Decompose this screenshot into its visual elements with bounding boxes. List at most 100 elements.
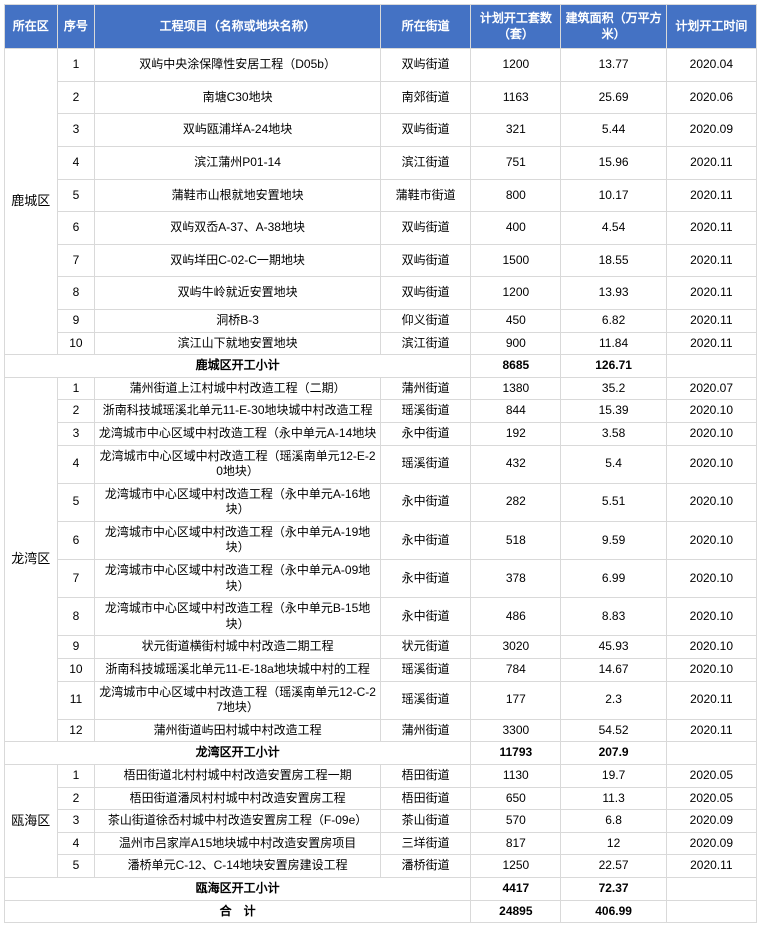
area-cell: 2.3 [561, 681, 666, 719]
street-cell: 永中街道 [380, 422, 470, 445]
subtotal-row: 鹿城区开工小计8685126.71 [5, 355, 757, 378]
time-cell: 2020.10 [666, 483, 756, 521]
time-cell: 2020.09 [666, 832, 756, 855]
subtotal-label: 鹿城区开工小计 [5, 355, 471, 378]
header-units: 计划开工套数（套） [471, 5, 561, 49]
units-cell: 486 [471, 598, 561, 636]
idx-cell: 9 [57, 309, 95, 332]
time-cell: 2020.11 [666, 179, 756, 212]
units-cell: 1380 [471, 377, 561, 400]
header-area: 建筑面积（万平方米） [561, 5, 666, 49]
time-cell: 2020.07 [666, 377, 756, 400]
project-cell: 浙南科技城瑶溪北单元11-E-18a地块城中村的工程 [95, 659, 381, 682]
subtotal-label: 龙湾区开工小计 [5, 742, 471, 765]
subtotal-label: 瓯海区开工小计 [5, 877, 471, 900]
table-row: 4滨江蒲州P01-14滨江街道75115.962020.11 [5, 146, 757, 179]
units-cell: 800 [471, 179, 561, 212]
project-cell: 梧田街道潘凤村村城中村改造安置房工程 [95, 787, 381, 810]
units-cell: 450 [471, 309, 561, 332]
table-row: 9洞桥B-3仰义街道4506.822020.11 [5, 309, 757, 332]
street-cell: 滨江街道 [380, 332, 470, 355]
table-row: 6龙湾城市中心区域中村改造工程（永中单元A-19地块）永中街道5189.5920… [5, 521, 757, 559]
area-cell: 5.44 [561, 114, 666, 147]
street-cell: 梧田街道 [380, 765, 470, 788]
idx-cell: 1 [57, 377, 95, 400]
project-cell: 龙湾城市中心区域中村改造工程（瑶溪南单元12-C-27地块） [95, 681, 381, 719]
time-cell: 2020.11 [666, 146, 756, 179]
table-row: 3茶山街道徐岙村城中村改造安置房工程（F-09e）茶山街道5706.82020.… [5, 810, 757, 833]
subtotal-units: 8685 [471, 355, 561, 378]
idx-cell: 4 [57, 445, 95, 483]
table-row: 2南塘C30地块南郊街道116325.692020.06 [5, 81, 757, 114]
units-cell: 751 [471, 146, 561, 179]
project-cell: 双屿双岙A-37、A-38地块 [95, 212, 381, 245]
subtotal-empty [666, 877, 756, 900]
street-cell: 双屿街道 [380, 277, 470, 310]
street-cell: 潘桥街道 [380, 855, 470, 878]
time-cell: 2020.10 [666, 400, 756, 423]
time-cell: 2020.11 [666, 309, 756, 332]
subtotal-empty [666, 355, 756, 378]
project-cell: 蒲州街道上江村城中村改造工程（二期） [95, 377, 381, 400]
table-row: 9状元街道横街村城中村改造二期工程状元街道302045.932020.10 [5, 636, 757, 659]
street-cell: 瑶溪街道 [380, 659, 470, 682]
area-cell: 45.93 [561, 636, 666, 659]
time-cell: 2020.11 [666, 244, 756, 277]
project-cell: 蒲州街道屿田村城中村改造工程 [95, 719, 381, 742]
idx-cell: 4 [57, 832, 95, 855]
street-cell: 瑶溪街道 [380, 681, 470, 719]
time-cell: 2020.11 [666, 855, 756, 878]
project-cell: 浙南科技城瑶溪北单元11-E-30地块城中村改造工程 [95, 400, 381, 423]
project-cell: 滨江蒲州P01-14 [95, 146, 381, 179]
header-street: 所在街道 [380, 5, 470, 49]
area-cell: 9.59 [561, 521, 666, 559]
time-cell: 2020.05 [666, 787, 756, 810]
grand-total-area: 406.99 [561, 900, 666, 923]
project-cell: 滨江山下就地安置地块 [95, 332, 381, 355]
project-cell: 茶山街道徐岙村城中村改造安置房工程（F-09e） [95, 810, 381, 833]
area-cell: 19.7 [561, 765, 666, 788]
project-cell: 龙湾城市中心区域中村改造工程（永中单元A-19地块） [95, 521, 381, 559]
area-cell: 11.84 [561, 332, 666, 355]
table-body: 鹿城区1双屿中央涂保障性安居工程（D05b）双屿街道120013.772020.… [5, 49, 757, 923]
area-cell: 5.51 [561, 483, 666, 521]
time-cell: 2020.06 [666, 81, 756, 114]
units-cell: 650 [471, 787, 561, 810]
subtotal-empty [666, 742, 756, 765]
idx-cell: 1 [57, 765, 95, 788]
project-cell: 状元街道横街村城中村改造二期工程 [95, 636, 381, 659]
header-time: 计划开工时间 [666, 5, 756, 49]
table-row: 瓯海区1梧田街道北村村城中村改造安置房工程一期梧田街道113019.72020.… [5, 765, 757, 788]
subtotal-row: 龙湾区开工小计11793207.9 [5, 742, 757, 765]
idx-cell: 1 [57, 49, 95, 82]
table-row: 4温州市吕家岸A15地块城中村改造安置房项目三垟街道817122020.09 [5, 832, 757, 855]
project-cell: 梧田街道北村村城中村改造安置房工程一期 [95, 765, 381, 788]
street-cell: 瑶溪街道 [380, 445, 470, 483]
table-row: 鹿城区1双屿中央涂保障性安居工程（D05b）双屿街道120013.772020.… [5, 49, 757, 82]
table-row: 8双屿牛岭就近安置地块双屿街道120013.932020.11 [5, 277, 757, 310]
time-cell: 2020.11 [666, 719, 756, 742]
street-cell: 仰义街道 [380, 309, 470, 332]
street-cell: 蒲州街道 [380, 719, 470, 742]
subtotal-area: 72.37 [561, 877, 666, 900]
project-cell: 温州市吕家岸A15地块城中村改造安置房项目 [95, 832, 381, 855]
time-cell: 2020.11 [666, 212, 756, 245]
time-cell: 2020.10 [666, 445, 756, 483]
area-cell: 6.82 [561, 309, 666, 332]
header-idx: 序号 [57, 5, 95, 49]
time-cell: 2020.10 [666, 659, 756, 682]
idx-cell: 2 [57, 400, 95, 423]
grand-total-units: 24895 [471, 900, 561, 923]
idx-cell: 3 [57, 810, 95, 833]
area-cell: 15.39 [561, 400, 666, 423]
units-cell: 900 [471, 332, 561, 355]
street-cell: 双屿街道 [380, 212, 470, 245]
idx-cell: 11 [57, 681, 95, 719]
units-cell: 1163 [471, 81, 561, 114]
table-row: 10浙南科技城瑶溪北单元11-E-18a地块城中村的工程瑶溪街道78414.67… [5, 659, 757, 682]
project-cell: 双屿瓯浦垟A-24地块 [95, 114, 381, 147]
grand-total-row: 合 计24895406.99 [5, 900, 757, 923]
time-cell: 2020.11 [666, 332, 756, 355]
project-cell: 蒲鞋市山根就地安置地块 [95, 179, 381, 212]
area-cell: 12 [561, 832, 666, 855]
